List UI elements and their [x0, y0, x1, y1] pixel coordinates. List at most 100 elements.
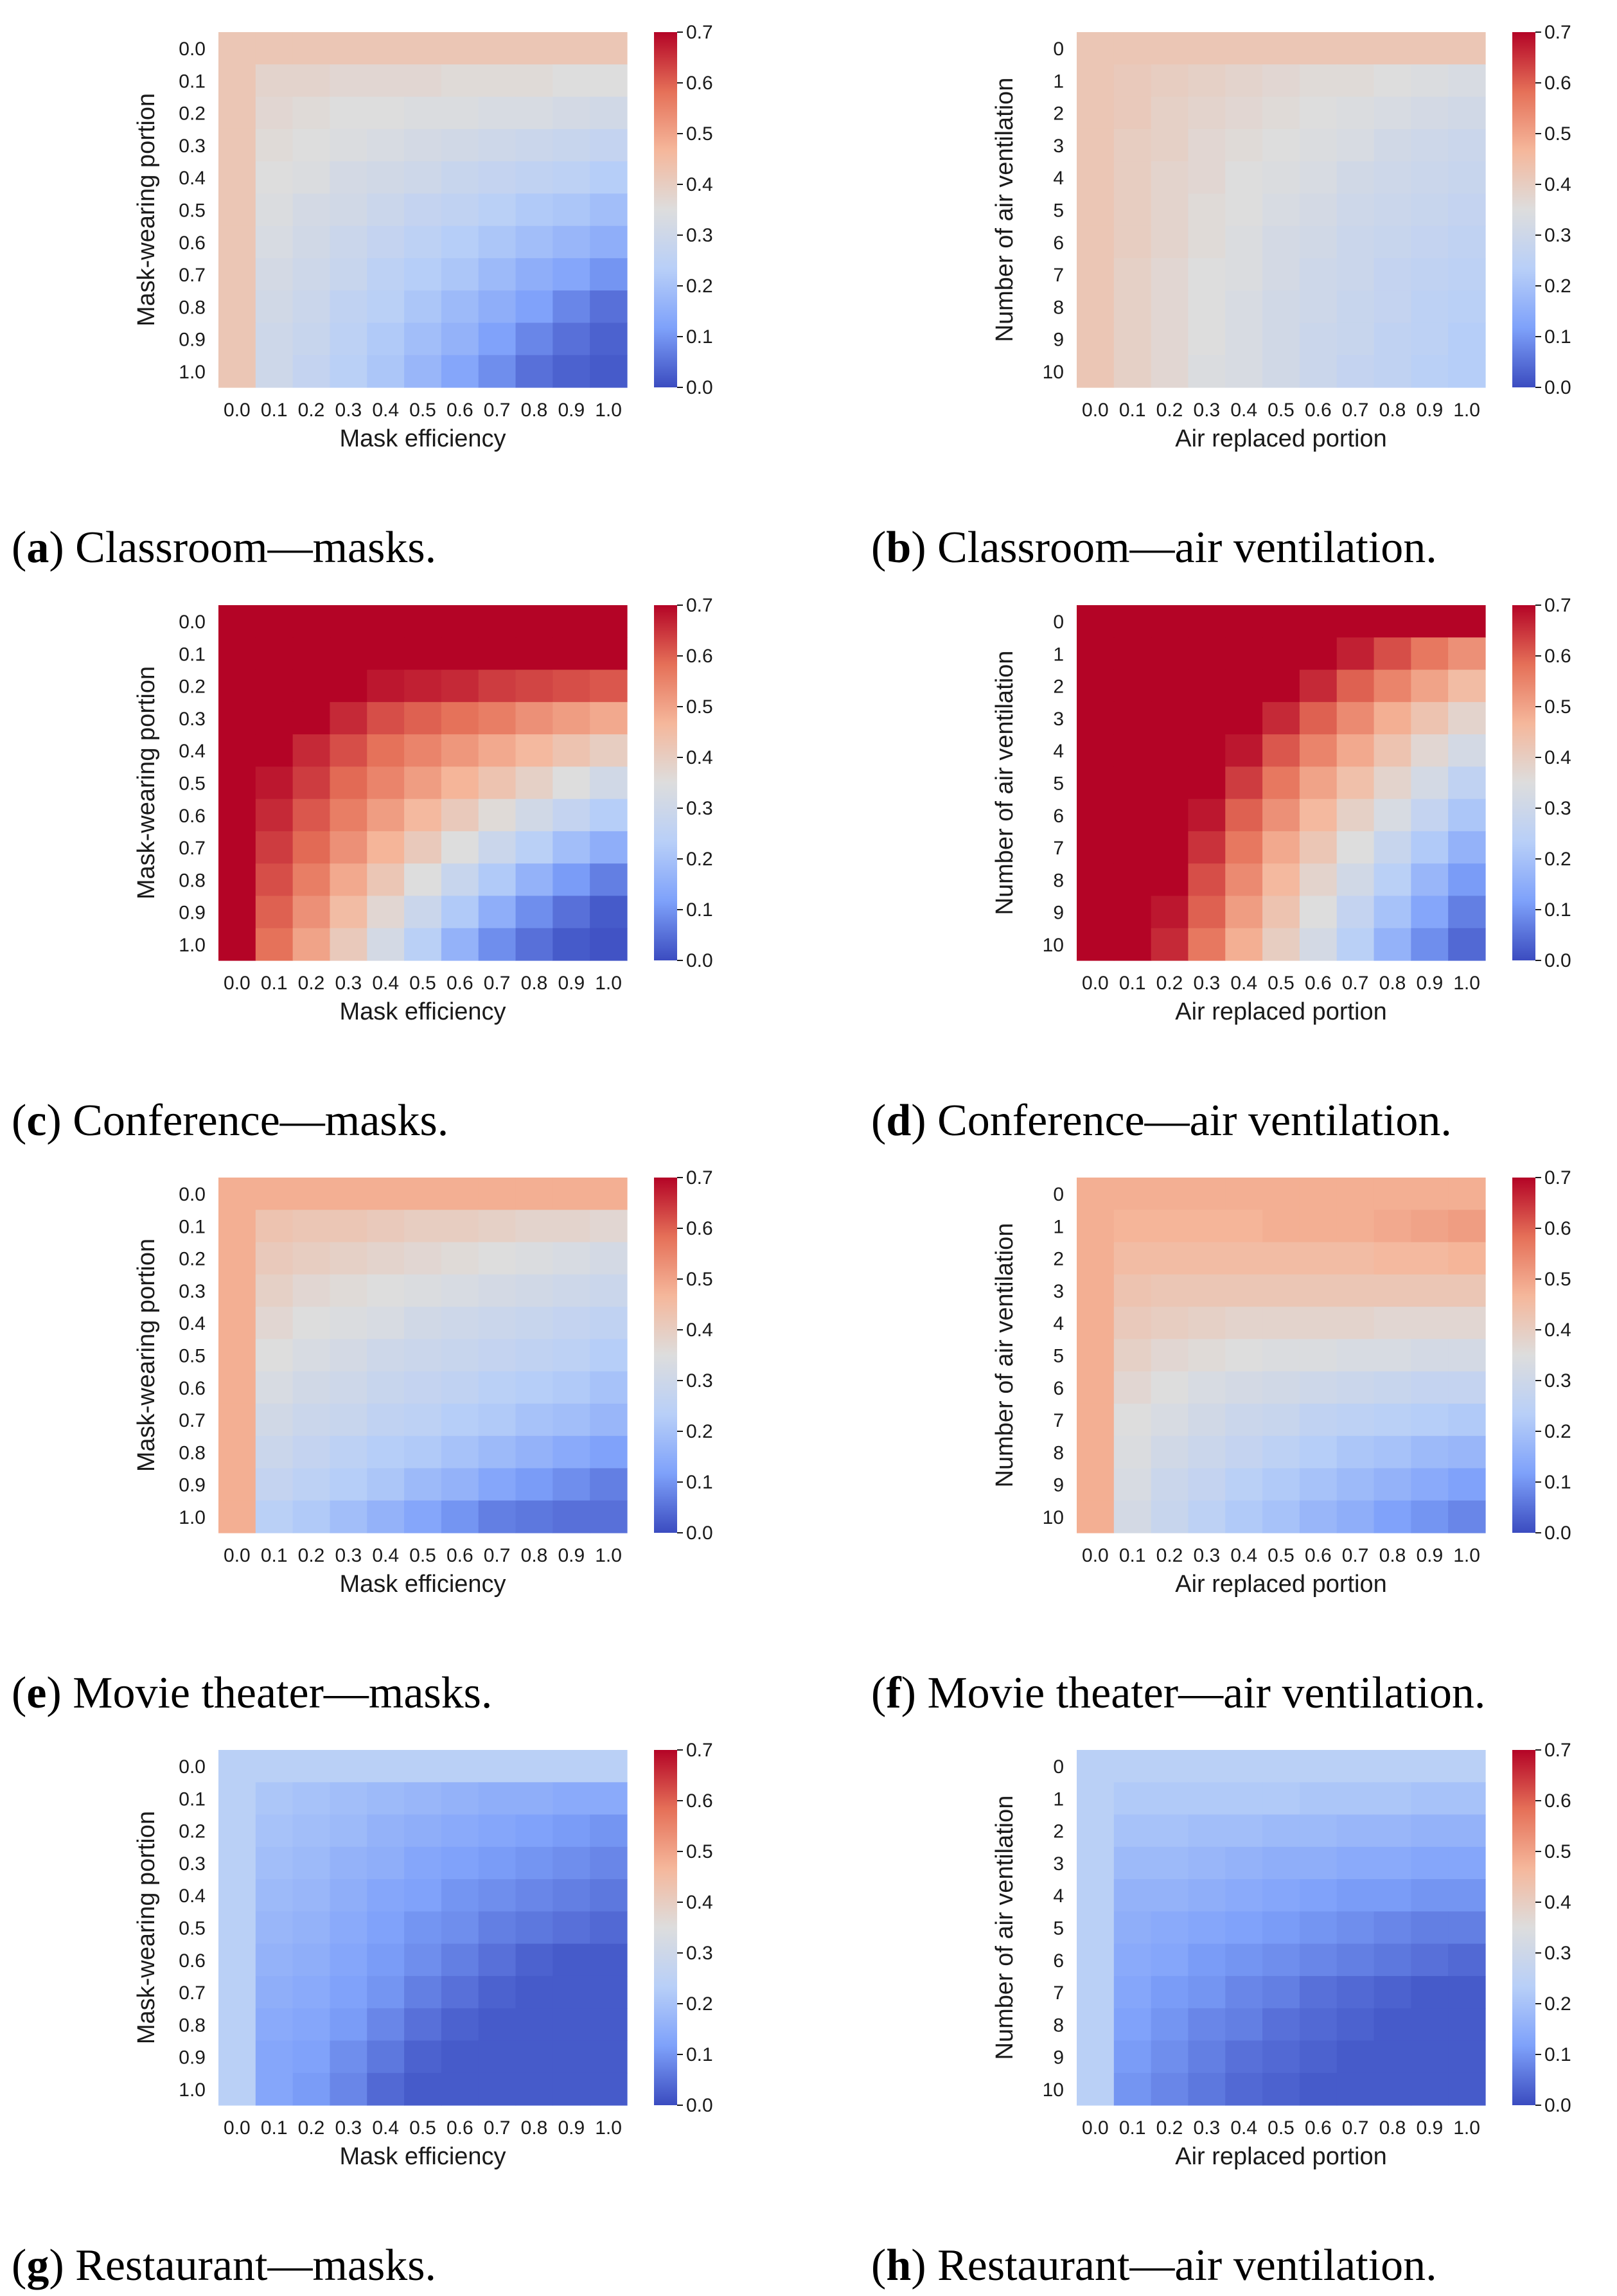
heatmap-cell — [218, 128, 256, 162]
heatmap-cell — [292, 161, 331, 194]
caption-letter: f — [886, 1668, 901, 1718]
heatmap-cell — [1336, 1307, 1375, 1339]
heatmap-cell — [1262, 96, 1300, 130]
heatmap-cell — [1113, 355, 1152, 388]
heatmap-cell — [552, 1846, 590, 1880]
heatmap-cell — [255, 290, 294, 324]
colorbar-tick-label: 0.3 — [1544, 225, 1571, 246]
heatmap-cell — [1448, 766, 1486, 800]
x-tick-label: 0.1 — [1119, 973, 1146, 994]
heatmap-cell — [515, 1911, 553, 1945]
heatmap-cell — [1262, 1879, 1300, 1912]
heatmap-cell — [552, 2072, 590, 2106]
panel-caption: (a) Classroom—masks. — [12, 523, 436, 572]
x-tick-label: 0.7 — [484, 973, 511, 994]
colorbar-gradient — [654, 1178, 677, 1533]
x-tick-label: 0.1 — [261, 1545, 288, 1566]
x-tick-label: 0.6 — [1305, 973, 1332, 994]
heatmap-cell — [515, 322, 553, 356]
heatmap-cell — [1336, 1814, 1375, 1848]
heatmap-cell — [478, 1750, 517, 1783]
heatmap-cell — [1448, 799, 1486, 832]
heatmap-cell — [1336, 637, 1375, 671]
x-tick-label: 0.3 — [335, 400, 362, 421]
x-tick-label: 0.0 — [1082, 2117, 1109, 2139]
heatmap-cell — [404, 1210, 442, 1243]
heatmap-cell — [1188, 637, 1226, 671]
y-axis-label: Mask-wearing portion — [133, 1239, 160, 1472]
colorbar-tick-label: 0.7 — [686, 1167, 713, 1188]
x-tick-label: 0.4 — [1230, 400, 1257, 421]
heatmap-cell — [218, 1911, 256, 1945]
heatmap-cell — [404, 1307, 442, 1339]
heatmap-cell — [1113, 734, 1152, 767]
heatmap-cell — [1188, 2040, 1226, 2074]
heatmap-cell — [1374, 2040, 1411, 2074]
heatmap-cell — [218, 863, 256, 897]
heatmap-cell — [330, 2040, 367, 2074]
heatmap-cell — [1411, 1274, 1449, 1307]
heatmap-cell — [1448, 2008, 1486, 2042]
heatmap-cell — [1113, 766, 1152, 800]
heatmap-cell — [367, 605, 405, 638]
x-tick-label: 0.4 — [1230, 2117, 1257, 2139]
heatmap-cell — [1448, 1879, 1486, 1912]
heatmap-cell — [1151, 1307, 1189, 1339]
heatmap-cell — [1336, 128, 1375, 162]
heatmap-cell — [404, 258, 442, 291]
heatmap-cell — [441, 1468, 479, 1501]
heatmap-cell — [1225, 766, 1263, 800]
heatmap-cell — [404, 32, 442, 65]
colorbar-tick-label: 0.6 — [686, 73, 713, 94]
heatmap-cell — [1151, 225, 1189, 259]
heatmap-cell — [1299, 2072, 1338, 2106]
heatmap-cell — [330, 355, 367, 388]
heatmap-cell — [1336, 669, 1375, 703]
heatmap-cell — [218, 32, 256, 65]
y-tick-label: 1 — [1053, 644, 1064, 665]
heatmap-cell — [1225, 1178, 1263, 1210]
heatmap-cell — [218, 1782, 256, 1815]
heatmap-cell — [292, 702, 331, 735]
heatmap-cell — [404, 193, 442, 227]
heatmap-cell — [367, 1468, 405, 1501]
heatmap-cell — [255, 1750, 294, 1783]
heatmap-cell — [1448, 831, 1486, 864]
heatmap-cell — [1448, 193, 1486, 227]
heatmap-cell — [1225, 1750, 1263, 1783]
heatmap-cell — [292, 32, 331, 65]
heatmap-cell — [478, 2072, 517, 2106]
heatmap-cell — [1113, 831, 1152, 864]
heatmap-cell — [330, 96, 367, 130]
heatmap-cell — [404, 1943, 442, 1977]
x-tick-label: 0.7 — [1342, 2117, 1369, 2139]
panel-caption: (e) Movie theater—masks. — [12, 1668, 492, 1718]
heatmap-cell — [515, 2040, 553, 2074]
heatmap-cell — [1225, 1911, 1263, 1945]
heatmap-cell — [1299, 193, 1338, 227]
heatmap-cell — [515, 2008, 553, 2042]
heatmap-cell — [1448, 225, 1486, 259]
y-tick-label: 1.0 — [179, 935, 206, 956]
heatmap-cell — [1262, 161, 1300, 194]
x-tick-label: 0.5 — [1268, 400, 1294, 421]
colorbar-tick-label: 0.2 — [686, 1421, 713, 1442]
heatmap-cell — [552, 896, 590, 929]
heatmap-cell — [1374, 161, 1411, 194]
caption-letter: e — [26, 1668, 46, 1718]
heatmap-cell — [1411, 1814, 1449, 1848]
heatmap-cell — [441, 290, 479, 324]
heatmap-cell — [1336, 2008, 1375, 2042]
heatmap-cell — [478, 128, 517, 162]
heatmap-cell — [1299, 2040, 1338, 2074]
colorbar-tick-label: 0.6 — [1544, 646, 1571, 667]
heatmap-cell — [552, 1814, 590, 1848]
heatmap-cell — [218, 290, 256, 324]
heatmap-cell — [515, 1339, 553, 1372]
x-tick-label: 0.7 — [1342, 973, 1369, 994]
heatmap-cell — [590, 1403, 628, 1436]
heatmap-cell — [478, 702, 517, 735]
heatmap-cell — [515, 637, 553, 671]
heatmap-cell — [1336, 605, 1375, 638]
heatmap-cell — [1411, 1911, 1449, 1945]
